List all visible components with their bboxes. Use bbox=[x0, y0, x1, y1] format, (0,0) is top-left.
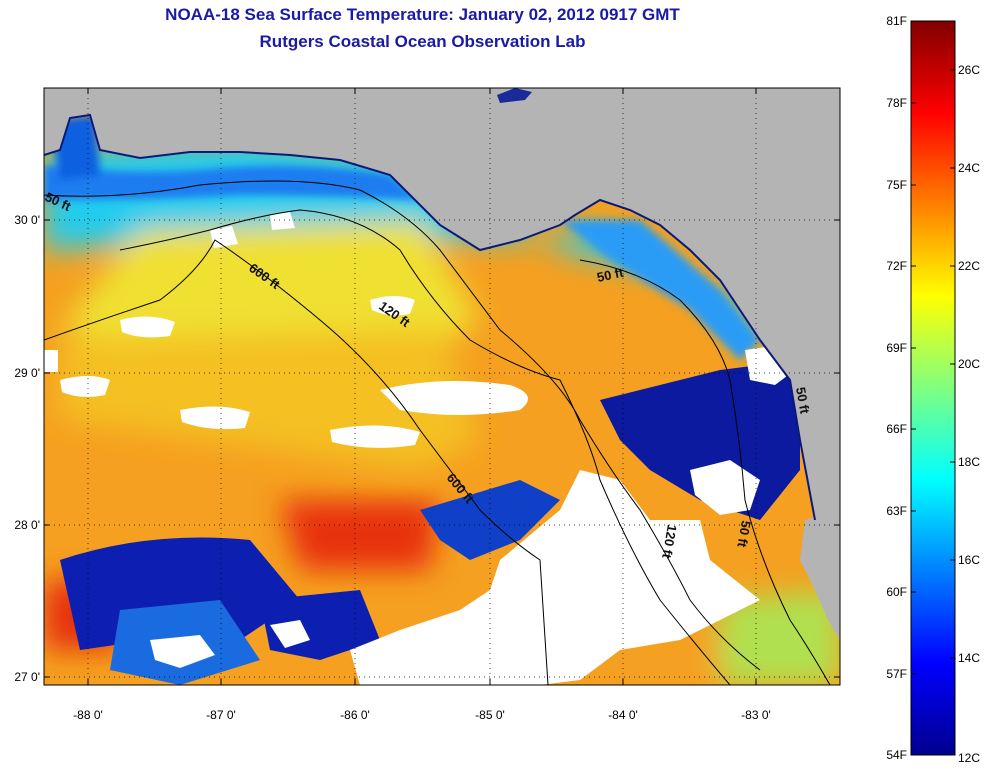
celsius-label: 16C bbox=[958, 553, 980, 567]
celsius-label: 24C bbox=[958, 161, 980, 175]
contour-label-4: 50 ft bbox=[596, 265, 626, 285]
colorbar-ticks bbox=[911, 69, 955, 675]
fahrenheit-label: 72F bbox=[886, 259, 907, 273]
fahrenheit-label: 81F bbox=[886, 14, 907, 28]
lat-tick-label: 28 0' bbox=[14, 518, 40, 532]
fahrenheit-label: 54F bbox=[886, 748, 907, 762]
lat-tick-label: 29 0' bbox=[14, 366, 40, 380]
lon-tick-label: -88 0' bbox=[73, 708, 103, 722]
lon-tick-label: -86 0' bbox=[340, 708, 370, 722]
map-subtitle: Rutgers Coastal Ocean Observation Lab bbox=[259, 32, 586, 51]
tick-marks bbox=[44, 88, 840, 685]
coastline bbox=[44, 113, 816, 521]
celsius-label: 14C bbox=[958, 651, 980, 665]
colorbar-gradient bbox=[910, 20, 956, 756]
celsius-label: 20C bbox=[958, 357, 980, 371]
fahrenheit-label: 63F bbox=[886, 504, 907, 518]
fahrenheit-label: 69F bbox=[886, 341, 907, 355]
fahrenheit-label: 66F bbox=[886, 422, 907, 436]
contour-label-8: 50 ft bbox=[793, 386, 813, 416]
bathymetry-contours bbox=[44, 180, 831, 685]
contour-120ft bbox=[119, 209, 731, 685]
celsius-label: 26C bbox=[958, 63, 980, 77]
contour-label-7: 50 ft bbox=[734, 519, 754, 549]
contour-50ft-east bbox=[579, 259, 831, 685]
fahrenheit-label: 75F bbox=[886, 178, 907, 192]
lon-tick-label: -87 0' bbox=[206, 708, 236, 722]
lon-tick-label: -84 0' bbox=[608, 708, 638, 722]
celsius-label: 18C bbox=[958, 455, 980, 469]
lon-tick-label: -85 0' bbox=[475, 708, 505, 722]
map-plot-area: 50 ft 600 ft 120 ft 50 ft 600 ft 120 ft … bbox=[44, 88, 840, 685]
map-frame bbox=[43, 87, 841, 686]
lat-tick-label: 30 0' bbox=[14, 213, 40, 227]
map-title: NOAA-18 Sea Surface Temperature: January… bbox=[165, 5, 680, 24]
contour-50ft bbox=[44, 180, 761, 671]
latitude-labels: 30 0' 29 0' 28 0' 27 0' bbox=[14, 213, 40, 684]
lat-tick-label: 27 0' bbox=[14, 670, 40, 684]
fahrenheit-label: 78F bbox=[886, 96, 907, 110]
contour-label-6: 120 ft bbox=[659, 523, 680, 560]
fahrenheit-label: 57F bbox=[886, 667, 907, 681]
celsius-label: 12C bbox=[958, 751, 980, 765]
colorbar: 81F 78F 75F 72F 69F 66F 63F 60F 57F 54F … bbox=[886, 14, 980, 765]
land bbox=[44, 88, 840, 640]
lon-tick-label: -83 0' bbox=[741, 708, 771, 722]
fahrenheit-label: 60F bbox=[886, 585, 907, 599]
celsius-label: 22C bbox=[958, 259, 980, 273]
colorbar-celsius-labels: 26C 24C 22C 20C 18C 16C 14C 12C bbox=[958, 63, 980, 765]
colorbar-fahrenheit-labels: 81F 78F 75F 72F 69F 66F 63F 60F 57F 54F bbox=[886, 14, 907, 762]
cloud-mask bbox=[44, 212, 795, 685]
contour-600ft bbox=[44, 239, 549, 685]
longitude-labels: -88 0' -87 0' -86 0' -85 0' -84 0' -83 0… bbox=[73, 708, 771, 722]
